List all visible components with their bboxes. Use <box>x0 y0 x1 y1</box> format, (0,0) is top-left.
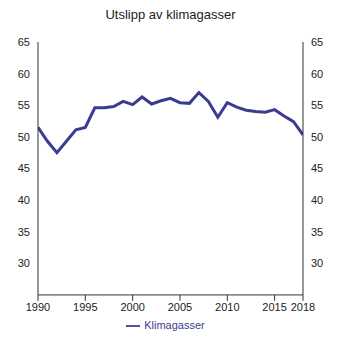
svg-text:55: 55 <box>311 99 323 111</box>
svg-text:2015: 2015 <box>262 301 286 313</box>
svg-text:30: 30 <box>311 257 323 269</box>
svg-text:30: 30 <box>18 257 30 269</box>
svg-text:50: 50 <box>311 131 323 143</box>
svg-text:2000: 2000 <box>120 301 144 313</box>
svg-text:45: 45 <box>311 162 323 174</box>
svg-text:2005: 2005 <box>168 301 192 313</box>
svg-text:65: 65 <box>311 36 323 48</box>
svg-text:35: 35 <box>311 226 323 238</box>
svg-text:65: 65 <box>18 36 30 48</box>
svg-text:2018: 2018 <box>291 301 315 313</box>
svg-text:60: 60 <box>18 68 30 80</box>
svg-text:2010: 2010 <box>215 301 239 313</box>
svg-text:40: 40 <box>311 194 323 206</box>
svg-text:55: 55 <box>18 99 30 111</box>
svg-text:1990: 1990 <box>26 301 50 313</box>
svg-text:50: 50 <box>18 131 30 143</box>
svg-text:40: 40 <box>18 194 30 206</box>
svg-text:35: 35 <box>18 226 30 238</box>
svg-text:60: 60 <box>311 68 323 80</box>
html-text:Utslipp av klimagasser: Utslipp av klimagasser <box>105 7 236 22</box>
html-text:Klimagasser: Klimagasser <box>144 318 205 331</box>
svg-text:45: 45 <box>18 162 30 174</box>
svg-text:1995: 1995 <box>73 301 97 313</box>
